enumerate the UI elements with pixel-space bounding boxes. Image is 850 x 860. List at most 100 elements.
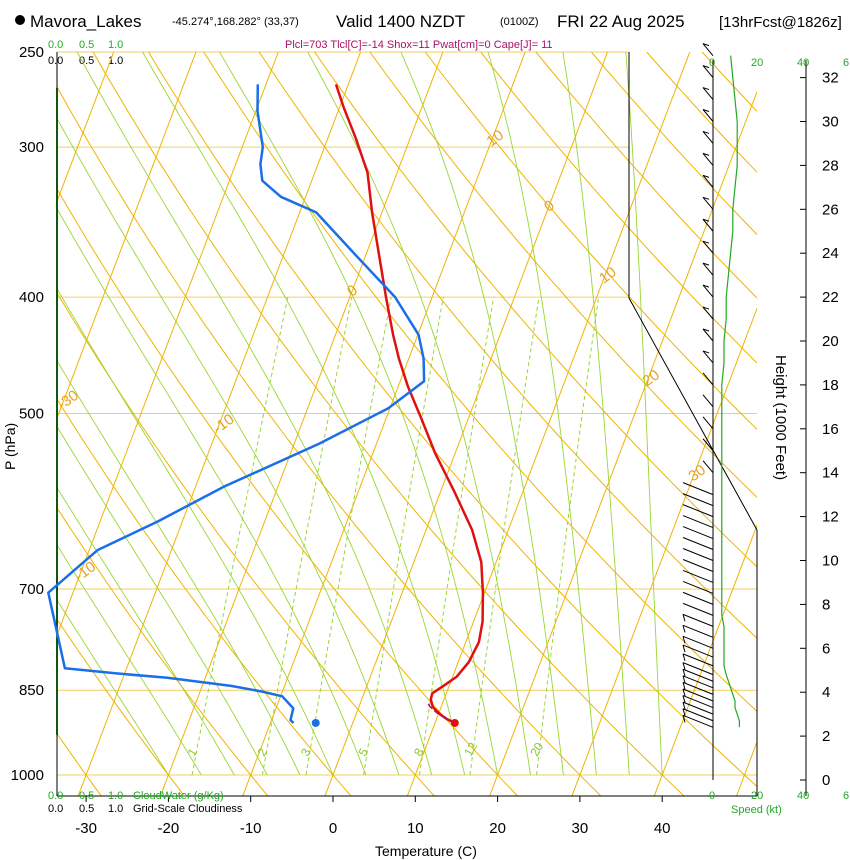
station-name: Mavora_Lakes xyxy=(30,12,142,31)
moist-adiabat-line xyxy=(57,117,400,776)
isotherm-line xyxy=(571,307,757,796)
wind-barb-flag xyxy=(702,43,710,47)
wind-barb xyxy=(682,548,714,561)
temperature-ticks: -30 -20 -10 0 10 20 30 40 xyxy=(75,796,671,837)
wind-barb-flag xyxy=(682,695,686,703)
mixing-ratio-label: 5 xyxy=(355,746,371,759)
wind-barb xyxy=(702,262,714,276)
wind-barb xyxy=(682,559,714,572)
isotherm-line xyxy=(242,52,526,796)
height-tick-label: 18 xyxy=(822,377,839,394)
pressure-axis-title: P (hPa) xyxy=(2,423,18,470)
temperature-tick-label: 10 xyxy=(407,820,424,837)
pressure-tick-label: 1000 xyxy=(11,767,44,784)
wind-barb-flag xyxy=(682,644,686,653)
bottom-cloud-legend: 0.0 0.5 1.0 CloudWater (g/Kg) 0.0 0.5 1.… xyxy=(48,790,243,815)
station-marker-icon xyxy=(15,15,25,25)
wind-barb xyxy=(702,153,714,166)
isotherm-line xyxy=(159,52,444,796)
isotherm-line xyxy=(735,740,757,796)
speed-tick-top: 40 xyxy=(797,57,809,69)
wind-barb xyxy=(702,65,714,78)
wind-barb-flag xyxy=(702,174,710,178)
moist-adiabat-line xyxy=(57,359,301,776)
wind-barb xyxy=(682,653,714,667)
wind-barb-flag xyxy=(702,109,710,112)
moist-adiabat-line xyxy=(218,52,499,776)
height-tick-label: 6 xyxy=(822,640,830,657)
valid-time: Valid 1400 NZDT xyxy=(336,12,465,31)
moist-adiabat-line xyxy=(625,52,663,776)
wind-barb xyxy=(702,460,714,474)
wind-barb xyxy=(702,240,714,254)
dry-adiabat-line xyxy=(646,52,757,173)
mixing-ratio-line xyxy=(191,296,289,776)
wind-barb xyxy=(702,43,714,56)
height-tick-label: 22 xyxy=(822,289,839,306)
wind-barb xyxy=(702,109,714,122)
surface-dewpoint-point xyxy=(311,718,320,727)
moist-adiabat-line xyxy=(307,52,531,776)
speed-tick-bottom: 6 xyxy=(843,790,849,802)
wind-barb xyxy=(682,515,714,529)
utc-time: (0100Z) xyxy=(500,16,539,28)
temperature-tick-label: 40 xyxy=(654,820,671,837)
wind-barb xyxy=(682,569,714,583)
isotherm-line xyxy=(489,90,757,796)
wind-barb xyxy=(702,372,714,386)
height-tick-label: 24 xyxy=(822,245,839,262)
wind-barb xyxy=(702,196,714,210)
isotherm-line xyxy=(57,52,115,203)
bottom-cloudiness-tick: 0.5 xyxy=(79,803,94,815)
wind-barb xyxy=(682,701,714,715)
wind-barb xyxy=(682,714,714,728)
dry-adiabat-line xyxy=(57,85,602,796)
wind-barb xyxy=(702,131,714,144)
bottom-cloudiness-label: Grid-Scale Cloudiness xyxy=(133,803,243,815)
moist-adiabat-line xyxy=(57,287,334,776)
wind-barb xyxy=(682,681,714,695)
height-tick-label: 4 xyxy=(822,684,830,701)
moist-adiabat-line xyxy=(76,52,433,776)
wind-barbs xyxy=(682,43,714,728)
wind-barb-flag xyxy=(702,87,710,91)
height-tick-label: 26 xyxy=(822,201,839,218)
pressure-tick-label: 250 xyxy=(19,44,44,61)
dry-adiabat-line xyxy=(480,52,757,364)
wind-barb-flag xyxy=(682,669,686,677)
dry-adiabat-line xyxy=(57,732,102,796)
height-tick-label: 0 xyxy=(822,772,830,789)
wind-barb xyxy=(682,493,714,507)
pressure-tick-label: 400 xyxy=(19,289,44,306)
moist-adiabat-line xyxy=(57,486,235,776)
mixing-ratio-line xyxy=(363,297,444,776)
tropopause-boundary xyxy=(628,52,758,531)
dry-adiabat-line xyxy=(57,506,269,796)
isobar-lines xyxy=(57,51,757,776)
wind-barb xyxy=(702,306,714,320)
wind-barb-flag xyxy=(682,708,686,716)
isotherm-label: 10 xyxy=(483,127,506,151)
wind-barb xyxy=(682,668,714,682)
dry-adiabat-line xyxy=(258,52,757,640)
height-tick-label: 14 xyxy=(822,465,839,482)
height-tick-label: 16 xyxy=(822,421,839,438)
forecast-date: FRI 22 Aug 2025 xyxy=(557,12,685,31)
bottom-cloud-tick: 0.0 xyxy=(48,790,63,802)
wind-barb xyxy=(682,695,714,709)
temperature-tick-label: -10 xyxy=(240,820,262,837)
top-cloudiness-tick: 0.5 xyxy=(79,55,94,67)
dry-adiabat-line xyxy=(756,52,757,53)
wind-barb-flag xyxy=(702,306,710,310)
temperature-axis-title: Temperature (C) xyxy=(375,843,477,859)
wind-barb-flag xyxy=(682,614,686,622)
height-tick-label: 32 xyxy=(822,70,839,87)
wind-barb-flag xyxy=(682,688,686,697)
moist-adiabat-line xyxy=(57,544,202,776)
wind-barb xyxy=(682,675,714,689)
bottom-cloud-tick: 0.5 xyxy=(79,790,94,802)
wind-barb-flag xyxy=(702,284,710,288)
top-cloud-tick: 0.5 xyxy=(79,39,94,51)
wind-barb xyxy=(682,662,714,676)
height-tick-label: 10 xyxy=(822,553,839,570)
